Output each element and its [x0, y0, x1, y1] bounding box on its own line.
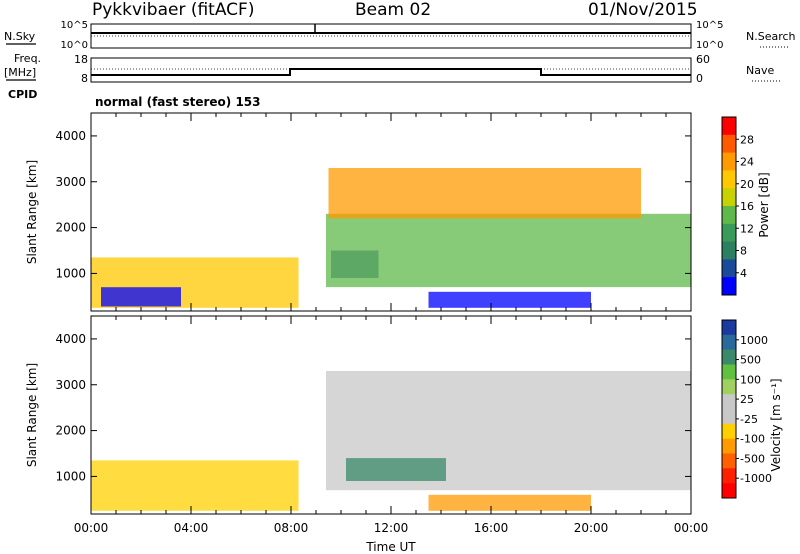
cpid-value: normal (fast stereo) 153 [95, 95, 261, 109]
velocity-colorbar-swatch [722, 423, 736, 440]
velocity-colorbar-tick-label: 1000 [740, 334, 768, 347]
velocity-y-axis: 4000 3000 2000 1000 [55, 332, 691, 483]
power-colorbar-tick-label: 24 [740, 156, 754, 169]
velocity-x-tick-label: 08:00 [274, 521, 309, 535]
power-panel: 4000 3000 2000 1000 Slant Range [km] 28 24 20… [25, 112, 771, 312]
velocity-colorbar-swatch [722, 349, 736, 365]
freq-tick-bottom: 8 [81, 72, 88, 85]
velocity-colorbar-swatch [722, 394, 736, 410]
power-colorbar-swatch [722, 241, 736, 260]
power-colorbar-label: Power [dB] [757, 172, 771, 237]
velocity-y-tick-label: 2000 [55, 424, 86, 438]
cpid-label: CPID [8, 88, 37, 101]
velocity-x-tick-label: 00:00 [74, 521, 109, 535]
station-title: Pykkvibaer (fitACF) [92, 0, 255, 20]
velocity-colorbar-swatch [722, 438, 736, 454]
velocity-echo-region [346, 458, 446, 481]
x-axis-label: Time UT [365, 540, 416, 554]
power-colorbar-swatch [722, 206, 736, 225]
power-colorbar-swatch [722, 223, 736, 243]
power-echo-region [328, 168, 641, 219]
freq-unit-label: [MHz] [4, 66, 36, 79]
nsky-panel: N.Sky 10^5 10^0 10^5 10^0 N.Search [4, 20, 796, 51]
power-colorbar-tick-label: 20 [740, 178, 754, 191]
velocity-colorbar-tick-label: -1000 [740, 472, 772, 485]
power-x-ticks [90, 113, 692, 311]
nsky-tick-top: 10^5 [61, 20, 88, 31]
power-colorbar-tick-label: 12 [740, 222, 754, 235]
velocity-colorbar-swatch [722, 334, 736, 351]
freq-tick-top: 18 [74, 53, 88, 66]
velocity-x-tick-label: 04:00 [174, 521, 209, 535]
power-y-tick-label: 1000 [55, 266, 86, 280]
velocity-colorbar-tick-label: 25 [740, 393, 754, 406]
power-colorbar-swatch [722, 277, 736, 296]
power-colorbar-tick-label: 4 [740, 267, 747, 280]
freq-label: Freq. [14, 52, 41, 65]
nsearch-tick-bottom: 10^0 [696, 40, 723, 51]
date-title: 01/Nov/2015 [588, 0, 698, 20]
power-colorbar-swatch [722, 134, 736, 154]
power-colorbar-tick-label: 16 [740, 200, 754, 213]
power-y-tick-label: 3000 [55, 175, 86, 189]
nsky-label: N.Sky [4, 30, 36, 43]
power-echo-region [428, 291, 591, 308]
velocity-y-tick-label: 1000 [55, 469, 86, 483]
velocity-x-axis: 00:00 04:00 08:00 12:00 16:00 20:00 00:00 [74, 316, 709, 535]
velocity-colorbar-swatch [722, 409, 736, 425]
velocity-panel: 4000 3000 2000 1000 00:00 04:00 08:00 12:00 16:… [25, 315, 783, 535]
power-y-tick-label: 4000 [55, 129, 86, 143]
nsearch-label: N.Search [746, 30, 796, 43]
power-y-axis: 4000 3000 2000 1000 [55, 129, 691, 280]
freq-panel-frame [90, 57, 692, 83]
velocity-colorbar-swatch [722, 468, 736, 484]
power-colorbar-swatch [722, 188, 736, 207]
nsearch-tick-top: 10^5 [696, 20, 723, 31]
freq-panel: Freq. [MHz] 18 8 60 0 Nave [4, 52, 782, 85]
power-colorbar-swatch [722, 117, 736, 136]
velocity-colorbar-swatch [722, 483, 736, 499]
freq-trace [91, 68, 691, 76]
velocity-colorbar-tick-label: -25 [740, 413, 758, 426]
velocity-echo-region [428, 494, 591, 511]
velocity-x-tick-label: 20:00 [574, 521, 609, 535]
nave-tick-top: 60 [696, 53, 710, 66]
velocity-x-tick-label: 12:00 [374, 521, 409, 535]
velocity-echo-region [91, 460, 299, 511]
nave-label: Nave [746, 64, 774, 77]
velocity-colorbar: 1000 500 100 25 -25 -100 -500 -1000 [721, 319, 772, 499]
velocity-echo-layer [91, 371, 691, 511]
velocity-colorbar-tick-label: -500 [740, 452, 765, 465]
velocity-colorbar-tick-label: -100 [740, 433, 765, 446]
nsky-tick-bottom: 10^0 [61, 40, 88, 51]
beam-title: Beam 02 [355, 0, 432, 20]
velocity-colorbar-swatch [722, 379, 736, 395]
velocity-colorbar-tick-label: 100 [740, 373, 761, 386]
velocity-colorbar-swatch [722, 320, 736, 336]
power-y-tick-label: 2000 [55, 221, 86, 235]
velocity-colorbar-tick-label: 500 [740, 354, 761, 367]
velocity-y-tick-label: 4000 [55, 332, 86, 346]
power-colorbar: 28 24 20 16 12 8 4 [721, 116, 754, 296]
power-ylabel: Slant Range [km] [25, 160, 39, 264]
velocity-x-tick-label: 16:00 [474, 521, 509, 535]
power-colorbar-swatch [722, 259, 736, 278]
velocity-x-tick-label: 00:00 [674, 521, 709, 535]
power-colorbar-swatch [722, 152, 736, 171]
velocity-ylabel: Slant Range [km] [25, 363, 39, 467]
power-echo-region [101, 287, 181, 307]
power-echo-region [326, 213, 691, 288]
velocity-colorbar-frame [721, 319, 737, 499]
velocity-colorbar-label: Velocity [m s⁻¹] [769, 378, 783, 471]
velocity-y-tick-label: 3000 [55, 378, 86, 392]
power-echo-layer [91, 168, 691, 308]
power-colorbar-tick-label: 8 [740, 245, 747, 258]
velocity-colorbar-swatch [722, 453, 736, 469]
power-colorbar-tick-label: 28 [740, 133, 754, 146]
power-colorbar-swatch [722, 170, 736, 189]
nave-tick-bottom: 0 [696, 72, 703, 85]
velocity-colorbar-swatch [722, 364, 736, 380]
